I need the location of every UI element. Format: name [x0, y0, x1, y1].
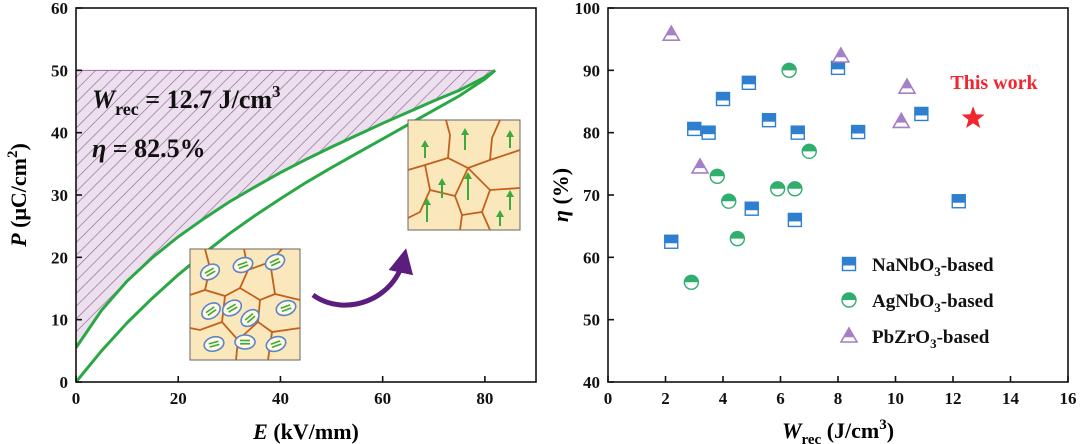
domain-ring — [221, 299, 243, 317]
circle-point — [801, 143, 817, 160]
square-point — [687, 121, 702, 137]
domain-ring — [240, 308, 260, 328]
legend-label: AgNbO3-based — [872, 291, 994, 315]
x-tick-label: 6 — [776, 389, 785, 408]
circle-point — [721, 193, 737, 209]
this-work-label: This work — [950, 72, 1038, 94]
domain-ring — [275, 299, 297, 317]
triangle-point — [831, 46, 851, 63]
x-tick-label: 80 — [476, 389, 493, 408]
y-tick-label: 100 — [575, 0, 601, 18]
domain-ring — [232, 256, 254, 274]
y-tick-label: 0 — [60, 373, 69, 392]
x-tick-label: 60 — [374, 389, 391, 408]
domain-ring — [264, 253, 286, 271]
square-point — [787, 212, 803, 228]
square-point — [761, 112, 777, 128]
y-tick-label: 60 — [583, 248, 600, 267]
circle-point — [769, 181, 786, 197]
y-tick-label: 70 — [583, 186, 600, 205]
square-point — [664, 234, 679, 249]
square-point — [830, 60, 846, 76]
y-tick-label: 40 — [583, 373, 600, 392]
y-tick-label: 30 — [51, 186, 68, 205]
legend-square-marker — [841, 256, 857, 272]
x-tick-label: 16 — [1060, 389, 1077, 408]
x-tick-label: 0 — [604, 389, 613, 408]
domain-ring — [201, 302, 221, 320]
x-axis-label-left: E (kV/mm) — [252, 419, 359, 444]
discharge-curve — [76, 69, 496, 349]
y-tick-label: 90 — [583, 61, 600, 80]
domain-ring — [199, 263, 221, 281]
triangle-point — [897, 77, 917, 94]
charge-curve — [76, 69, 497, 382]
pe-loop-chart: Wrec = 12.7 J/cm3 η = 82.5% — [5, 0, 537, 444]
poled-grain-inset — [407, 119, 521, 231]
circle-point — [787, 181, 803, 197]
efficiency-vs-energy-scatter: This work 0 2 4 6 8 10 12 14 16 40 50 60 70 80 90 100 N… — [548, 0, 1077, 444]
square-point — [790, 125, 805, 140]
x-tick-label: 20 — [170, 389, 187, 408]
legend: NaNbO3-based AgNbO3-based PbZrO3-based — [839, 255, 994, 351]
x-tick-label: 0 — [72, 389, 81, 408]
y-tick-label: 20 — [51, 248, 68, 267]
energy-density-annotation: Wrec = 12.7 J/cm3 — [92, 82, 281, 119]
this-work-star — [961, 106, 985, 128]
y-tick-label: 50 — [51, 61, 68, 80]
legend-label: PbZrO3-based — [872, 327, 990, 351]
x-tick-label: 14 — [1002, 389, 1020, 408]
y-tick-label: 40 — [51, 124, 68, 143]
legend-triangle-marker — [839, 326, 859, 343]
y-tick-label: 80 — [583, 124, 600, 143]
triangle-point — [690, 157, 710, 174]
x-tick-label: 2 — [661, 389, 670, 408]
circle-point — [709, 168, 725, 185]
square-point — [951, 194, 966, 209]
y-tick-label: 50 — [583, 311, 600, 330]
nanodomain-grain-inset — [189, 248, 301, 361]
y-axis-label-right: η (%) — [548, 168, 573, 222]
transition-arrow — [311, 248, 414, 308]
x-axis-label-right: Wrec (J/cm3) — [782, 417, 894, 444]
x-tick-label: 4 — [719, 389, 728, 408]
square-point — [741, 75, 757, 91]
square-point — [715, 91, 731, 107]
domain-ring — [265, 335, 287, 353]
triangle-point — [891, 111, 911, 129]
y-tick-label: 10 — [51, 311, 68, 330]
circle-point — [683, 274, 700, 290]
x-tick-label: 8 — [834, 389, 843, 408]
efficiency-annotation: η = 82.5% — [92, 134, 206, 163]
circle-point — [729, 230, 746, 247]
energy-storage-hatched-area — [76, 70, 496, 348]
x-tick-label: 10 — [887, 389, 904, 408]
y-axis-label-left: P (μC/cm2) — [5, 143, 31, 248]
domain-ring — [234, 334, 256, 350]
circle-point — [781, 62, 797, 79]
x-tick-label: 12 — [945, 389, 962, 408]
square-point — [914, 106, 929, 122]
legend-label: NaNbO3-based — [872, 255, 994, 279]
square-point — [701, 125, 716, 140]
square-point — [744, 201, 759, 216]
triangle-point — [661, 24, 681, 41]
x-tick-label: 40 — [272, 389, 289, 408]
y-tick-label: 60 — [51, 0, 68, 18]
square-point — [850, 124, 866, 140]
domain-ring — [203, 335, 225, 353]
legend-circle-marker — [841, 292, 857, 308]
